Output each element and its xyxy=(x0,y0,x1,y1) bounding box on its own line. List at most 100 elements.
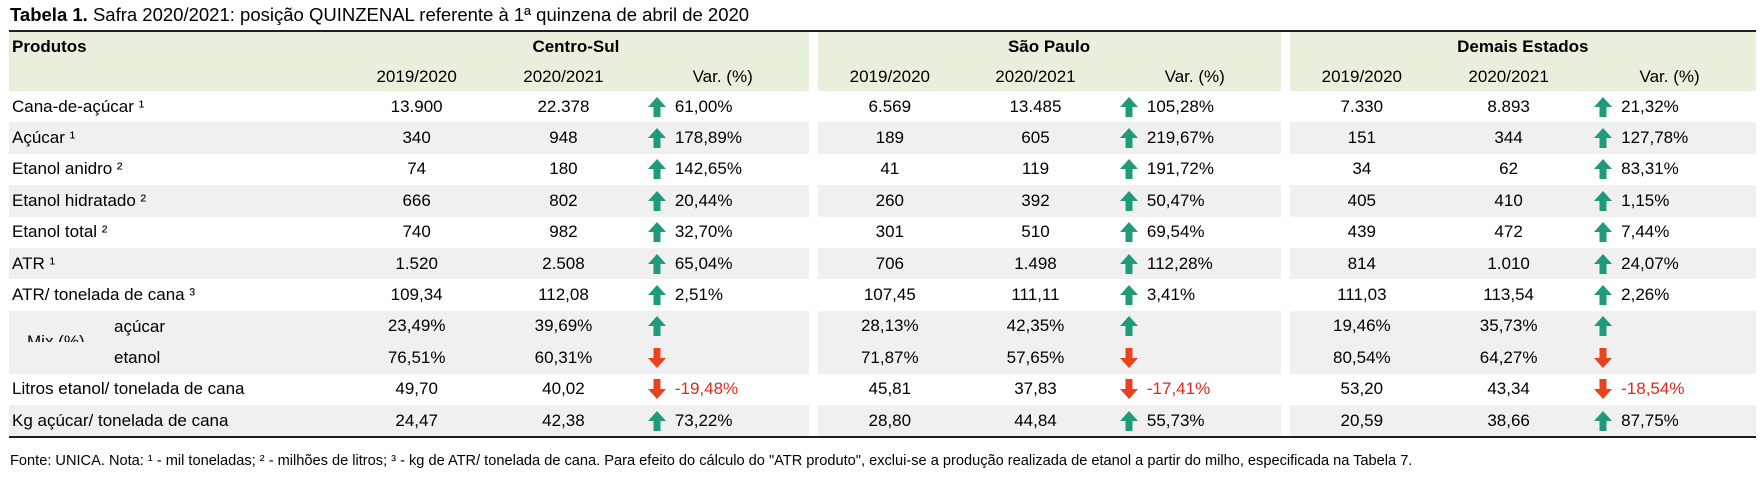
variation-cell: 24,07% xyxy=(1583,247,1756,280)
variation-cell xyxy=(636,310,809,343)
arrow-down-icon xyxy=(1593,347,1613,369)
variation-value: 69,54% xyxy=(1146,222,1205,242)
variation-cell: -18,54% xyxy=(1583,374,1756,405)
column-gap xyxy=(1280,310,1290,343)
col-header-2019: 2019/2020 xyxy=(1289,62,1435,91)
variation-value: 191,72% xyxy=(1146,159,1214,179)
table-row: Etanol hidratado ² 666 802 20,44% 260 392 50,4… xyxy=(9,185,1756,217)
arrow-up-icon xyxy=(1593,253,1613,275)
arrow-down-icon xyxy=(1119,347,1139,369)
variation-value: 112,28% xyxy=(1146,253,1213,273)
variation-cell: 1,15% xyxy=(1583,185,1756,217)
value-2019: 111,03 xyxy=(1337,285,1387,305)
column-gap xyxy=(1281,374,1290,405)
variation-cell: 7,44% xyxy=(1583,217,1756,248)
arrow-up-icon xyxy=(1119,190,1139,212)
variation-cell: 65,04% xyxy=(636,247,809,280)
table-row: Açúcar ¹ 340 948 178,89% 189 605 219,67% 151 344… xyxy=(9,122,1756,154)
value-2020: 42,35% xyxy=(962,310,1109,343)
table-row: ATR/ tonelada de cana ³ 109,34 112,08 2,51%… xyxy=(9,279,1756,310)
variation-cell: 191,72% xyxy=(1109,154,1281,185)
column-gap xyxy=(1280,404,1290,439)
value-2019: 49,70 xyxy=(395,379,438,399)
value-2019: 13.900 xyxy=(390,96,443,116)
arrow-up-icon xyxy=(1119,127,1139,149)
column-gap xyxy=(808,342,818,374)
value-2019: 45,81 xyxy=(868,379,912,399)
value-2020: 57,65% xyxy=(962,342,1109,374)
table-title-number: Tabela 1. xyxy=(10,4,88,25)
arrow-up-icon xyxy=(1119,253,1139,275)
arrow-up-icon xyxy=(1119,96,1139,118)
arrow-down-icon xyxy=(1593,378,1613,400)
value-2020: 2.508 xyxy=(490,247,637,280)
variation-cell: 112,28% xyxy=(1108,247,1281,280)
value-2019: 41 xyxy=(880,159,900,179)
variation-value: 73,22% xyxy=(674,410,733,430)
table-row: Etanol anidro ² 74 180 142,65% 41 119 191,72% 3… xyxy=(9,154,1756,185)
col-header-2020: 2020/2021 xyxy=(1434,62,1584,91)
arrow-up-icon xyxy=(1119,158,1139,180)
variation-cell: 32,70% xyxy=(637,217,809,248)
variation-value: 178,89% xyxy=(674,128,742,148)
value-2019: 740 xyxy=(402,222,431,242)
mix-label-cell: Mix (%)açúcar xyxy=(9,310,344,351)
value-2020: 510 xyxy=(1021,222,1050,242)
value-2019: 666 xyxy=(343,185,491,217)
variation-cell xyxy=(1108,342,1281,374)
variation-cell: 21,32% xyxy=(1583,91,1756,122)
row-label: Kg açúcar/ tonelada de cana xyxy=(9,404,344,439)
value-2020: 39,69% xyxy=(490,310,637,343)
row-label: Etanol hidratado ² xyxy=(9,185,344,217)
value-2019: 20,59 xyxy=(1289,404,1435,439)
variation-cell: 2,51% xyxy=(637,279,809,310)
col-header-var: Var. (%) xyxy=(1583,62,1756,91)
value-2020: 1.498 xyxy=(962,247,1109,280)
arrow-down-icon xyxy=(647,347,667,369)
variation-cell: 127,78% xyxy=(1583,122,1756,154)
column-gap xyxy=(809,217,818,248)
variation-value: 2,26% xyxy=(1621,285,1670,305)
arrow-up-icon xyxy=(647,221,667,243)
variation-value: 50,47% xyxy=(1146,190,1205,210)
col-header-2020: 2020/2021 xyxy=(490,62,637,91)
column-gap xyxy=(1281,279,1290,310)
value-2019: 814 xyxy=(1289,247,1435,280)
variation-cell: 73,22% xyxy=(636,404,809,439)
arrow-up-icon xyxy=(1119,221,1139,243)
variation-value: 7,44% xyxy=(1621,222,1670,242)
row-label: Cana-de-açúcar ¹ xyxy=(12,96,145,116)
value-2019: 107,45 xyxy=(863,285,916,305)
arrow-up-icon xyxy=(1593,127,1613,149)
value-2019: 71,87% xyxy=(817,342,963,374)
variation-value: 65,04% xyxy=(674,253,733,273)
value-2020: 38,66 xyxy=(1434,404,1584,439)
value-2020: 948 xyxy=(490,122,637,154)
variation-cell: 3,41% xyxy=(1109,279,1281,310)
column-gap xyxy=(1281,91,1290,122)
value-2020: 119 xyxy=(1021,159,1050,179)
value-2019: 439 xyxy=(1347,222,1377,242)
table-row: ATR ¹ 1.520 2.508 65,04% 706 1.498 112,28% 814 1… xyxy=(9,247,1756,280)
table-title: Tabela 1. Safra 2020/2021: posição QUINZ… xyxy=(10,3,749,27)
value-2020: 62 xyxy=(1499,159,1519,179)
value-2019: 6.569 xyxy=(868,96,912,116)
variation-cell xyxy=(636,342,809,374)
value-2019: 7.330 xyxy=(1340,96,1384,116)
variation-cell: 69,54% xyxy=(1109,217,1281,248)
value-2020: 344 xyxy=(1434,122,1584,154)
col-header-2019: 2019/2020 xyxy=(343,62,491,91)
variation-value: 61,00% xyxy=(674,96,733,116)
value-2019: 260 xyxy=(817,185,963,217)
arrow-up-icon xyxy=(1593,158,1613,180)
variation-value: 21,32% xyxy=(1621,96,1679,116)
value-2020: 410 xyxy=(1434,185,1584,217)
value-2019: 34 xyxy=(1352,159,1372,179)
col-header-var: Var. (%) xyxy=(636,62,809,91)
variation-value: 83,31% xyxy=(1621,159,1679,179)
arrow-up-icon xyxy=(647,410,667,432)
variation-cell xyxy=(1583,342,1756,374)
variation-cell: 83,31% xyxy=(1583,154,1756,185)
arrow-up-icon xyxy=(1593,315,1613,337)
row-label: ATR ¹ xyxy=(9,247,344,280)
